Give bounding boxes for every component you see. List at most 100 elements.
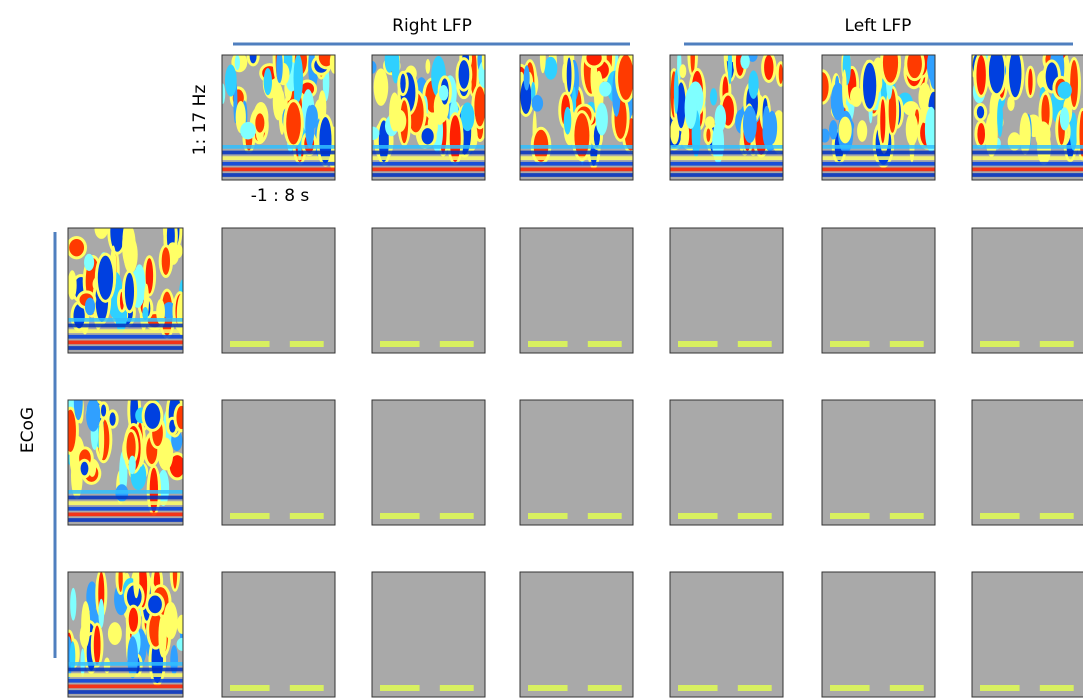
band <box>588 513 622 519</box>
blob <box>977 106 984 118</box>
band <box>372 156 485 160</box>
blob <box>767 111 777 144</box>
blob <box>540 43 546 73</box>
band <box>830 513 870 519</box>
band <box>222 173 335 177</box>
band <box>68 679 183 683</box>
blob <box>101 404 106 416</box>
panel-bg <box>822 572 935 697</box>
band <box>528 513 568 519</box>
band <box>380 685 420 691</box>
band <box>980 685 1020 691</box>
spectrogram <box>972 400 1083 525</box>
blob <box>235 55 240 70</box>
band <box>68 346 183 350</box>
blob <box>158 615 166 658</box>
panel-bg <box>670 400 783 525</box>
band <box>588 341 622 347</box>
blob <box>220 84 225 104</box>
band <box>520 156 633 160</box>
blob <box>108 622 122 645</box>
band <box>440 513 474 519</box>
panel-bg <box>822 400 935 525</box>
band <box>68 662 183 666</box>
blob <box>273 82 284 120</box>
group-label: Left LFP <box>845 16 912 36</box>
blob <box>98 599 104 628</box>
band <box>1040 685 1074 691</box>
spectrogram <box>372 228 485 353</box>
spectrogram <box>822 572 935 697</box>
blob <box>1035 121 1050 147</box>
blob <box>145 403 161 429</box>
band <box>440 685 474 691</box>
blob <box>989 49 1004 93</box>
spectrogram <box>372 400 485 525</box>
spectrogram <box>511 31 640 180</box>
blob <box>1060 107 1069 130</box>
blob <box>997 99 1003 137</box>
panel-bg <box>972 572 1083 697</box>
blob <box>250 49 257 64</box>
blob <box>86 398 100 432</box>
band <box>68 329 183 333</box>
spectrogram <box>62 384 189 525</box>
panel-bg <box>670 228 783 353</box>
panel-bg <box>520 400 633 525</box>
band <box>670 156 783 160</box>
band <box>520 173 633 177</box>
panel-bg <box>222 228 335 353</box>
band <box>68 668 183 672</box>
band <box>222 156 335 160</box>
spectrogram <box>222 572 335 697</box>
spectrogram <box>365 45 490 180</box>
blob <box>81 462 89 476</box>
row-label: ECoG <box>18 407 38 453</box>
band <box>890 341 924 347</box>
blob <box>459 60 470 89</box>
panel-bg <box>222 572 335 697</box>
spectrogram <box>222 400 335 525</box>
band <box>68 507 183 511</box>
blob <box>748 70 758 98</box>
blob <box>177 615 187 634</box>
band <box>290 513 324 519</box>
spectrogram <box>822 228 935 353</box>
band <box>520 168 633 172</box>
panel-bg <box>972 228 1083 353</box>
band <box>528 341 568 347</box>
blob <box>385 47 395 73</box>
blob <box>1009 50 1021 97</box>
panel-bg <box>520 572 633 697</box>
blob <box>148 595 162 613</box>
blob <box>85 298 95 316</box>
band <box>980 341 1020 347</box>
band <box>520 162 633 166</box>
band <box>68 341 183 345</box>
band <box>372 173 485 177</box>
blob <box>307 105 318 130</box>
blob <box>857 120 867 142</box>
band <box>972 173 1083 177</box>
panel-bg <box>372 400 485 525</box>
band <box>972 156 1083 160</box>
blob <box>129 608 138 632</box>
band <box>738 513 772 519</box>
band <box>520 145 633 149</box>
blob <box>618 55 634 100</box>
y-axis-label: 1: 17 Hz <box>190 85 210 156</box>
band <box>972 151 1083 155</box>
band <box>520 151 633 155</box>
blob <box>133 563 139 598</box>
spectrogram <box>670 228 783 353</box>
band <box>380 513 420 519</box>
band <box>68 518 183 522</box>
blob <box>740 53 749 69</box>
band <box>68 324 183 328</box>
blob <box>286 102 301 144</box>
blob <box>389 92 400 131</box>
blob <box>743 106 757 143</box>
band <box>230 513 270 519</box>
blob <box>1057 82 1071 99</box>
band <box>670 173 783 177</box>
